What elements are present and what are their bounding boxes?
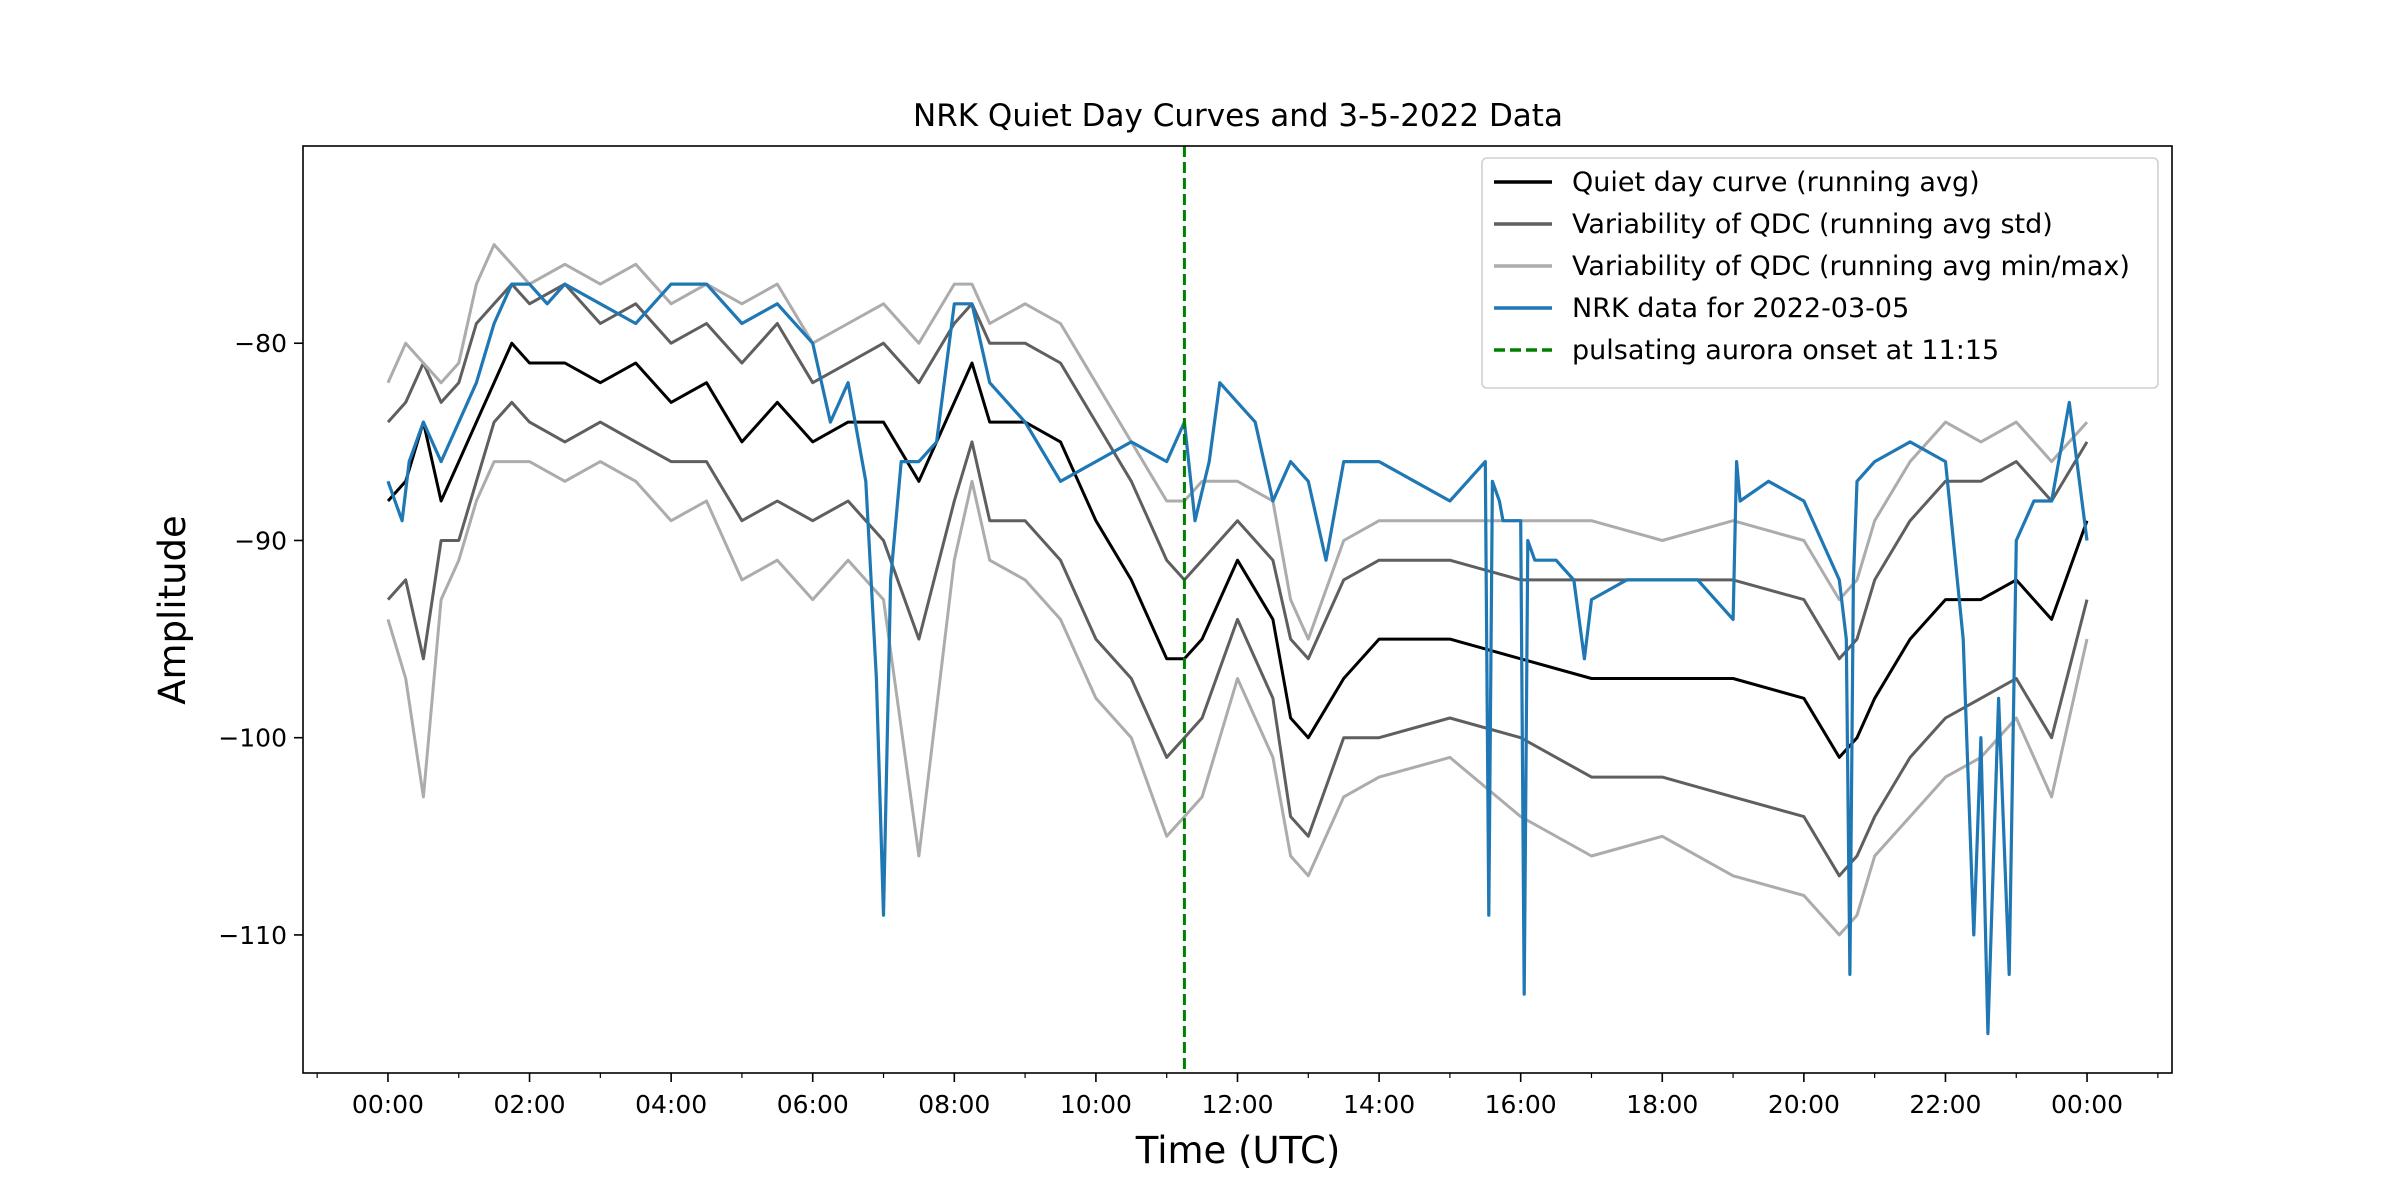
legend-entry-label: NRK data for 2022-03-05	[1572, 293, 1909, 324]
chart-title: NRK Quiet Day Curves and 3-5-2022 Data	[913, 98, 1563, 134]
series-variability-of-qdc-running-avg-std-line-2	[386, 400, 2089, 878]
y-tick-label: −90	[234, 526, 287, 555]
x-tick-label: 06:00	[777, 1090, 849, 1119]
legend-entry-label: Variability of QDC (running avg min/max)	[1572, 251, 2130, 282]
series-variability-of-qdc-running-avg-min-max-line-2	[386, 460, 2089, 937]
x-tick-label: 02:00	[494, 1090, 566, 1119]
y-axis-label: Amplitude	[151, 515, 194, 705]
series-quiet-day-curve-running-avg-line-1	[386, 341, 2089, 759]
x-tick-label: 10:00	[1060, 1090, 1132, 1119]
legend: Quiet day curve (running avg) Variability…	[1481, 157, 2159, 389]
y-tick-label: −100	[218, 724, 287, 753]
legend-entry-label: pulsating aurora onset at 11:15	[1572, 335, 1999, 366]
y-tick-label: −80	[234, 329, 287, 358]
x-tick-label: 12:00	[1201, 1090, 1273, 1119]
x-tick-label: 14:00	[1343, 1090, 1415, 1119]
x-tick-label: 00:00	[2051, 1090, 2123, 1119]
x-axis-label: Time (UTC)	[1135, 1129, 1341, 1172]
series-layer	[386, 243, 2089, 1036]
x-tick-label: 20:00	[1768, 1090, 1840, 1119]
x-tick-label: 08:00	[918, 1090, 990, 1119]
x-tick-label: 18:00	[1626, 1090, 1698, 1119]
x-tick-label: 00:00	[352, 1090, 424, 1119]
series-variability-of-qdc-running-avg-min-max-line-1	[386, 243, 2089, 641]
y-tick-label: −110	[218, 921, 287, 950]
x-tick-label: 16:00	[1485, 1090, 1557, 1119]
x-tick-label: 04:00	[635, 1090, 707, 1119]
series-nrk-data-for-2022-03-05-line-1	[386, 282, 2089, 1036]
x-tick-label: 22:00	[1909, 1090, 1981, 1119]
legend-box	[1481, 157, 2159, 389]
axes-layer: 00:00 02:00 04:00 06:00 08:00 10:00 12:00 14:00…	[218, 145, 2173, 1119]
legend-entry-label: Variability of QDC (running avg std)	[1572, 209, 2053, 240]
legend-entry-label: Quiet day curve (running avg)	[1572, 167, 1980, 198]
